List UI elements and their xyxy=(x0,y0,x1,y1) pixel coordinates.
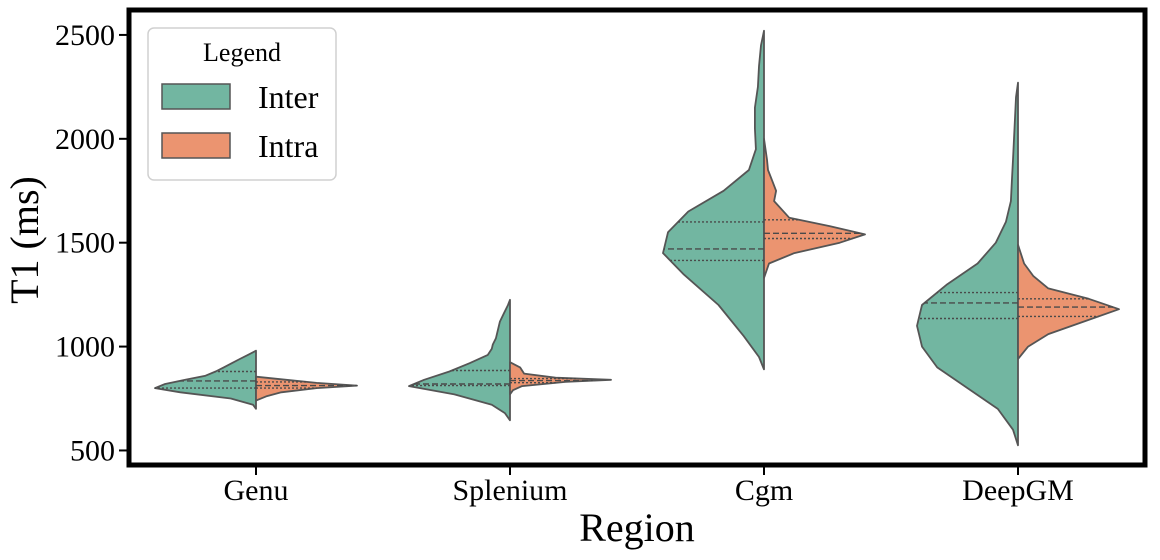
x-tick-label-genu: Genu xyxy=(224,474,289,507)
y-tick-label-1500: 1500 xyxy=(55,227,115,260)
y-tick-label-2000: 2000 xyxy=(55,123,115,156)
quartile-lines-layer xyxy=(155,219,1113,389)
x-tick-label-cgm: Cgm xyxy=(735,474,793,507)
y-tick-label-1000: 1000 xyxy=(55,331,115,364)
x-tick-label-deepgm: DeepGM xyxy=(962,474,1074,507)
violin-intra-genu xyxy=(255,375,358,402)
legend: Legend Inter Intra xyxy=(147,27,337,181)
violin-inter-splenium xyxy=(408,298,511,422)
legend-label-intra: Intra xyxy=(258,128,318,164)
axes-layer: 500 1000 1500 2000 2500 Genu Splenium Cgm DeepGM xyxy=(55,19,1074,507)
plot-frame xyxy=(126,7,1148,468)
x-axis-title: Region xyxy=(579,505,695,550)
x-tick-label-splenium: Splenium xyxy=(452,474,567,507)
violin-inter-genu xyxy=(154,349,257,410)
y-tick-label-500: 500 xyxy=(70,434,115,467)
violin-inter-cgm xyxy=(662,29,765,371)
violin-intra-cgm xyxy=(763,137,866,279)
y-axis-title: T1 (ms) xyxy=(2,176,47,304)
y-tick-label-2500: 2500 xyxy=(55,19,115,52)
legend-swatch-intra xyxy=(161,132,231,159)
legend-title: Legend xyxy=(203,38,281,67)
violins-layer xyxy=(154,29,1120,447)
violin-intra-deepgm xyxy=(1017,243,1120,360)
legend-swatch-inter xyxy=(161,83,231,110)
violin-intra-splenium xyxy=(509,361,612,396)
legend-label-inter: Inter xyxy=(258,79,319,115)
violin-inter-deepgm xyxy=(916,81,1019,447)
